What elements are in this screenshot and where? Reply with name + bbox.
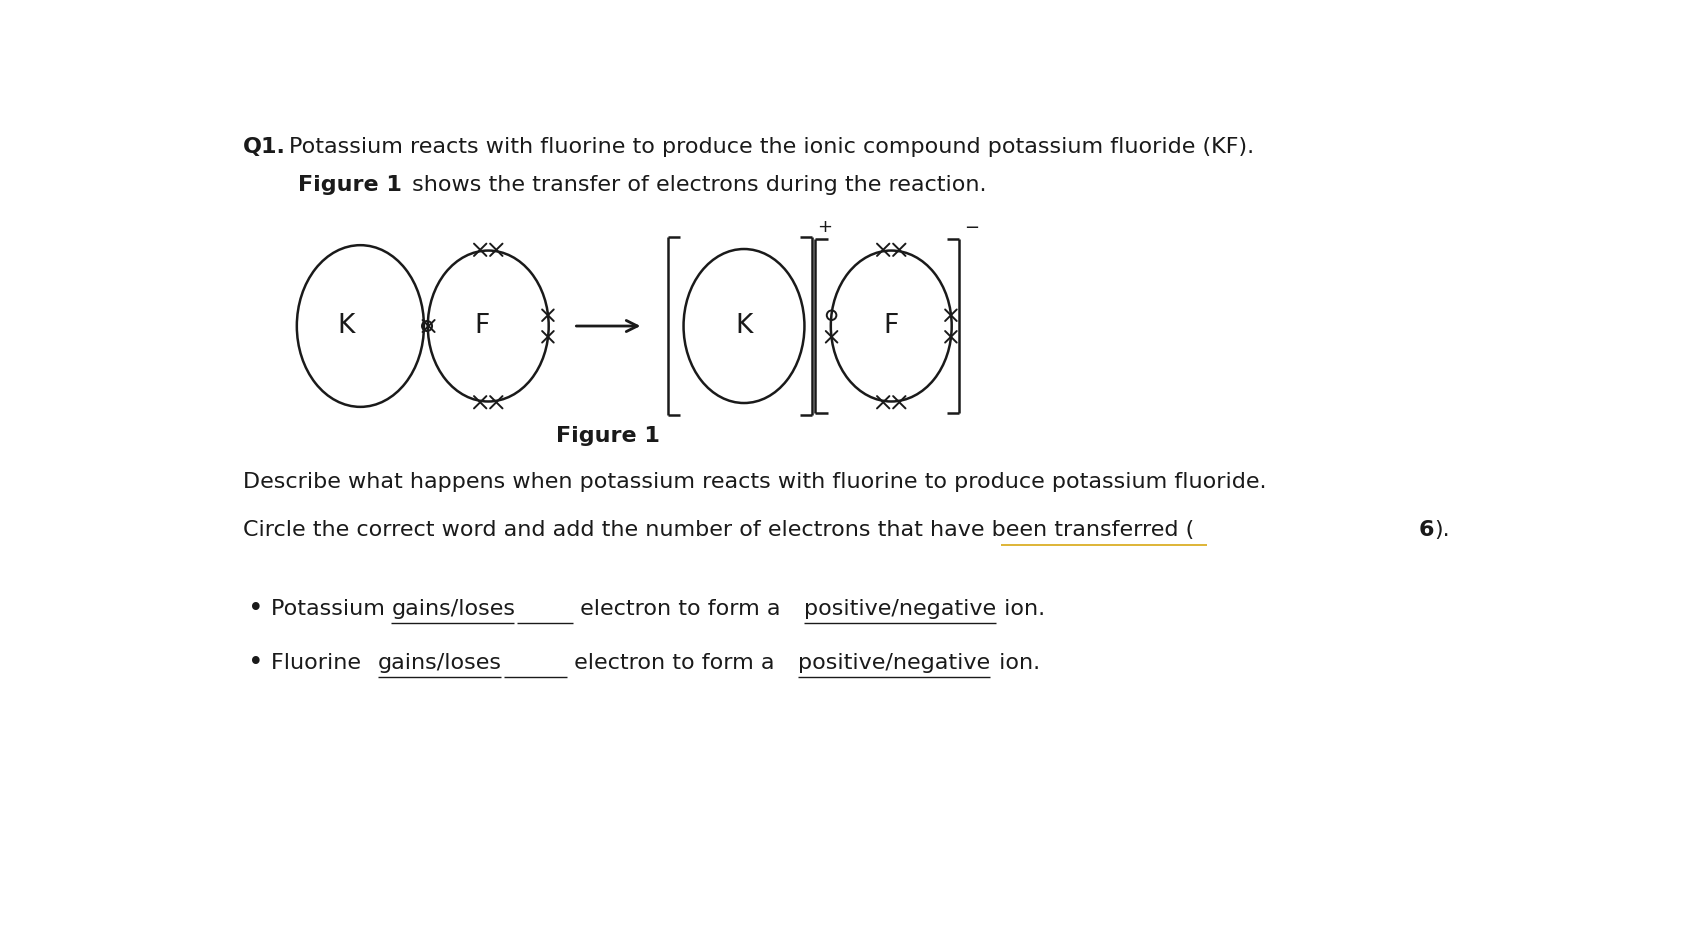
Text: Fluorine: Fluorine: [271, 652, 368, 673]
Text: shows the transfer of electrons during the reaction.: shows the transfer of electrons during t…: [406, 175, 987, 195]
Text: Circle the correct word and add the number of electrons that have been transferr: Circle the correct word and add the numb…: [242, 520, 1193, 540]
Text: Figure 1: Figure 1: [298, 175, 402, 195]
Text: 6: 6: [1419, 520, 1434, 540]
Text: ion.: ion.: [992, 652, 1040, 673]
Text: Q1.: Q1.: [242, 136, 285, 157]
Text: K: K: [338, 313, 355, 339]
Text: •: •: [247, 649, 264, 675]
Text: ion.: ion.: [997, 599, 1045, 619]
Text: positive/negative: positive/negative: [798, 652, 991, 673]
Text: −: −: [963, 219, 979, 238]
Text: •: •: [247, 595, 264, 621]
Text: Figure 1: Figure 1: [556, 426, 660, 446]
Text: electron to form a: electron to form a: [573, 599, 788, 619]
Text: Potassium reacts with fluorine to produce the ionic compound potassium fluoride : Potassium reacts with fluorine to produc…: [290, 136, 1255, 157]
Text: gains/loses: gains/loses: [392, 599, 515, 619]
Text: F: F: [883, 313, 899, 339]
Text: F: F: [474, 313, 489, 339]
Text: gains/loses: gains/loses: [379, 652, 503, 673]
Text: electron to form a: electron to form a: [568, 652, 783, 673]
Text: ).: ).: [1434, 520, 1451, 540]
Text: positive/negative: positive/negative: [803, 599, 996, 619]
Text: Describe what happens when potassium reacts with fluorine to produce potassium f: Describe what happens when potassium rea…: [242, 472, 1267, 493]
Text: K: K: [735, 313, 752, 339]
Text: +: +: [817, 218, 832, 236]
Text: Potassium: Potassium: [271, 599, 392, 619]
